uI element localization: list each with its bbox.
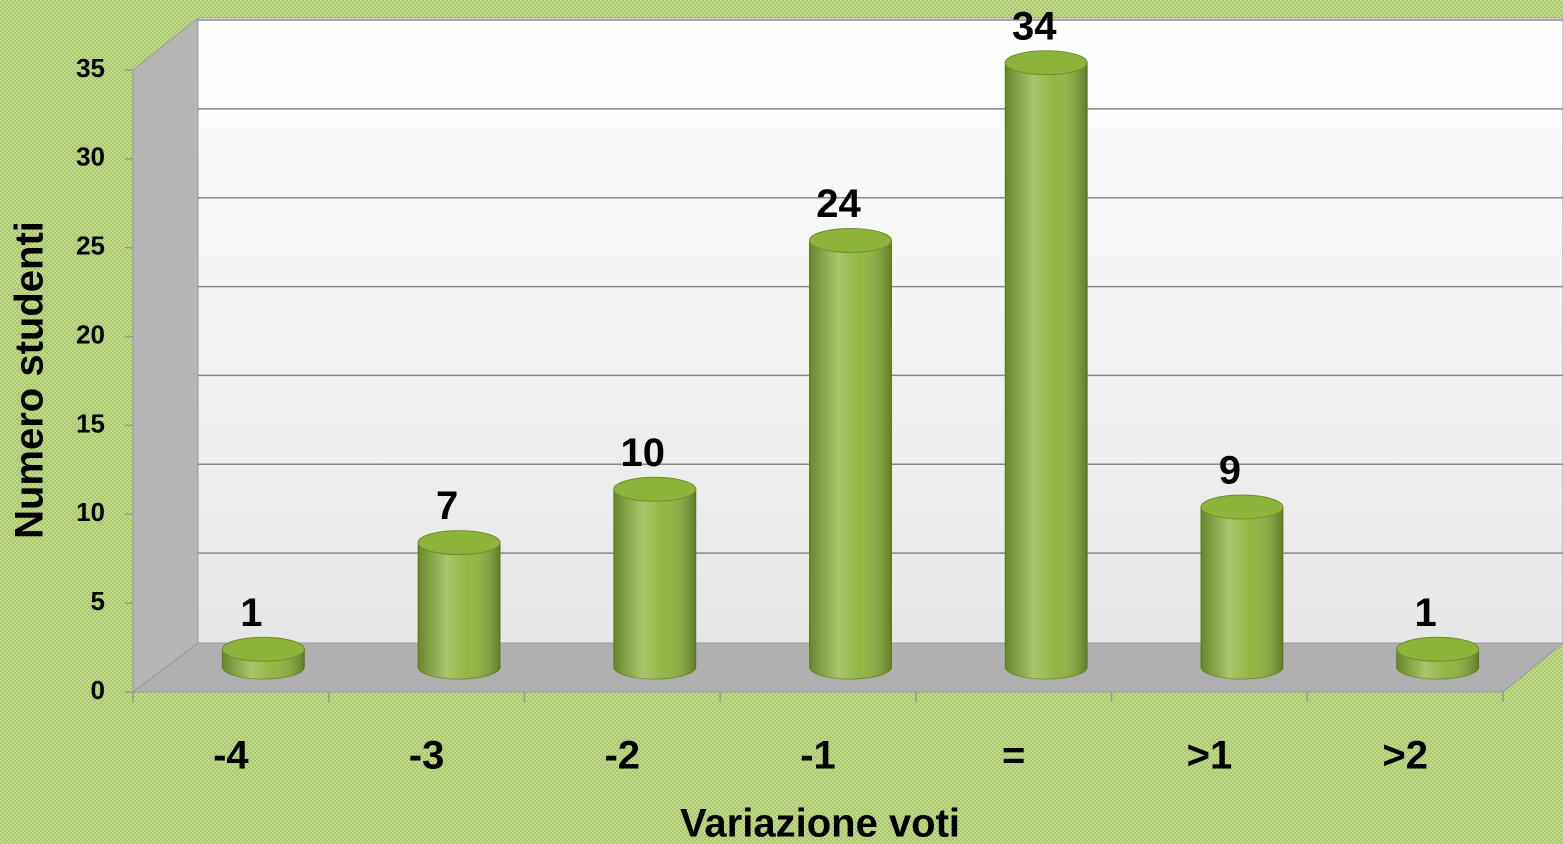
y-tick-label: 0 [91,675,105,705]
bar-shade [418,542,501,679]
data-label: 1 [1415,591,1437,635]
bar-top [1004,50,1088,76]
bar-shade [1200,507,1283,679]
x-tick-label: >2 [1382,734,1428,778]
bar-top [613,476,697,502]
x-tick-label: -3 [409,734,445,778]
y-tick-label: 30 [76,142,105,172]
x-tick-label: = [1002,734,1025,778]
y-tick-label: 10 [76,497,105,527]
bar-shade [809,240,892,679]
x-tick-label: -4 [213,734,249,778]
bar-top [1396,636,1480,662]
data-label: 1 [240,591,262,635]
data-label: 34 [1012,4,1057,48]
bar-shade [613,489,696,679]
y-tick-label: 35 [76,53,105,83]
x-tick-label: >1 [1187,734,1233,778]
data-label: 9 [1219,449,1241,493]
data-label: 7 [436,484,458,528]
bar-shade [1005,62,1088,679]
x-axis-title: Variazione voti [680,802,960,844]
x-tick-label: -2 [604,734,640,778]
x-tick-label: -1 [800,734,836,778]
y-tick-label: 15 [76,408,105,438]
bar-top [809,227,892,253]
y-tick-label: 5 [91,586,105,616]
bar-top [221,636,305,662]
data-label: 24 [816,182,861,226]
y-tick-label: 25 [76,231,105,261]
bar-top [1200,494,1284,520]
data-label: 10 [621,431,666,475]
y-tick-label: 20 [76,319,105,349]
side-wall [132,16,199,694]
bar-top [417,530,501,556]
y-axis-title: Numero studenti [8,221,52,539]
